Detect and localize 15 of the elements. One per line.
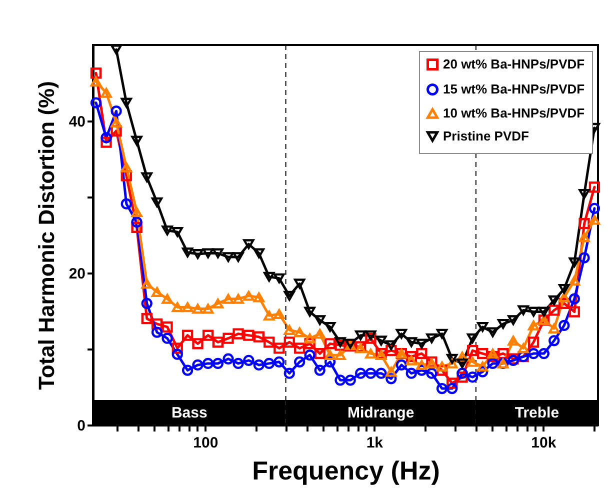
y-tick-label: 40 (68, 114, 86, 130)
band-label: Bass (171, 404, 208, 422)
legend-label: Pristine PVDF (443, 128, 530, 144)
y-tick-label: 0 (77, 418, 86, 434)
y-tick-label: 20 (68, 266, 86, 282)
x-axis-title: Frequency (Hz) (252, 456, 440, 486)
x-tick-label: 1k (366, 434, 384, 452)
legend-label: 15 wt% Ba-HNPs/PVDF (443, 82, 585, 96)
legend-label: 10 wt% Ba-HNPs/PVDF (443, 106, 585, 120)
x-tick-label: 100 (193, 434, 218, 452)
band-label: Treble (514, 404, 560, 422)
x-tick-label: 10k (531, 434, 557, 452)
legend-label: 20 wt% Ba-HNPs/PVDF (443, 56, 585, 72)
y-axis-title: Total Harmonic Distortion (%) (34, 81, 59, 390)
band-label: Midrange (348, 404, 414, 422)
